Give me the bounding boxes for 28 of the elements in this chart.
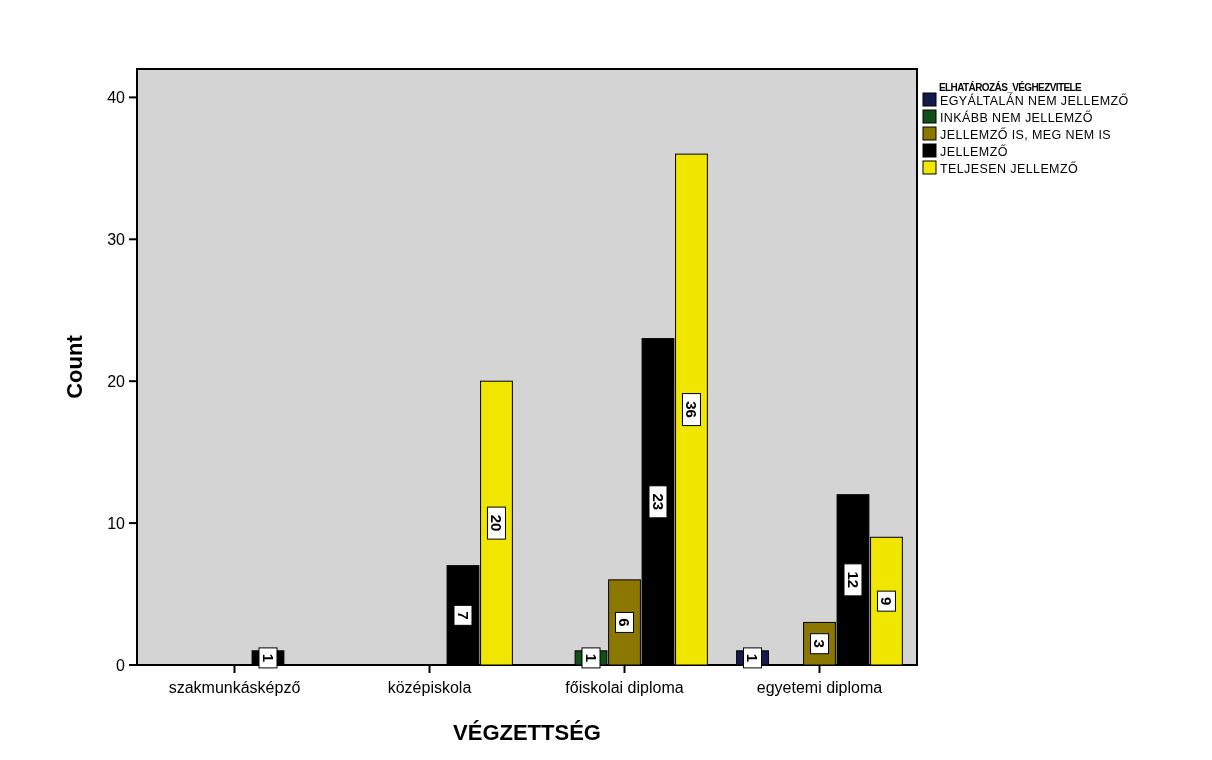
data-label: 7 xyxy=(454,611,472,620)
data-label: 6 xyxy=(616,618,634,627)
x-tick-label: középiskola xyxy=(387,679,472,696)
legend-label: JELLEMZŐ xyxy=(940,144,1008,159)
legend-title: ELHATÁROZÁS_VÉGHEZVITELE xyxy=(939,81,1083,93)
legend-label: INKÁBB NEM JELLEMZŐ xyxy=(940,110,1093,125)
data-label: 9 xyxy=(878,596,896,606)
legend-label: EGYÁLTALÁN NEM JELLEMZŐ xyxy=(940,93,1129,108)
data-label: 20 xyxy=(488,514,506,532)
y-tick-label: 10 xyxy=(107,514,126,532)
x-tick-label: egyetemi diploma xyxy=(756,679,883,696)
data-label: 12 xyxy=(844,571,862,589)
data-label: 1 xyxy=(744,653,762,663)
y-tick-label: 30 xyxy=(107,230,126,248)
data-label: 23 xyxy=(649,493,667,511)
data-label: 3 xyxy=(811,639,829,648)
x-axis-title: VÉGZETTSÉG xyxy=(453,720,601,745)
y-axis-title: Count xyxy=(62,334,87,399)
x-tick-label: szakmunkásképző xyxy=(168,679,301,696)
data-label: 36 xyxy=(683,401,701,418)
y-tick-label: 0 xyxy=(116,656,126,674)
data-label: 1 xyxy=(582,653,600,663)
legend-label: JELLEMZŐ IS, MEG NEM IS xyxy=(940,127,1112,142)
data-label: 1 xyxy=(259,653,277,663)
y-tick-label: 20 xyxy=(107,372,126,390)
y-tick-label: 40 xyxy=(107,88,126,106)
legend-label: TELJESEN JELLEMZŐ xyxy=(940,161,1079,176)
x-tick-label: főiskolai diploma xyxy=(565,679,684,696)
